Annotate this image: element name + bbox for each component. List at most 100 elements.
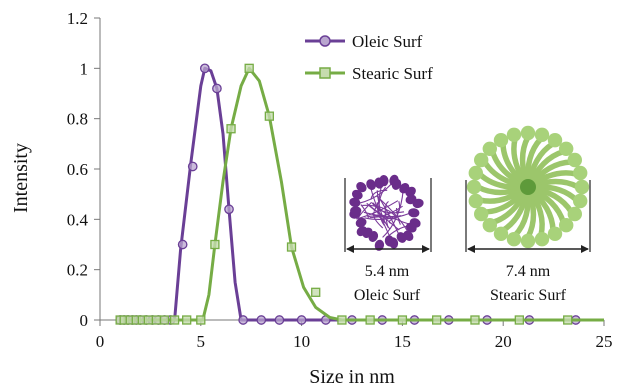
oleic-tail — [360, 204, 370, 219]
legend-marker-oleic — [319, 35, 331, 47]
oleic-head — [349, 197, 361, 208]
series-line-oleic — [120, 66, 604, 322]
y-tick-label: 0 — [80, 311, 89, 330]
data-point-stearic — [210, 239, 220, 250]
oleic-head — [356, 226, 368, 237]
stearic-head — [474, 152, 489, 168]
y-tick-label: 0.2 — [67, 261, 88, 280]
stearic-head — [468, 165, 483, 181]
stearic-head — [559, 218, 574, 233]
oleic-tail — [378, 187, 385, 226]
stearic-head — [482, 141, 497, 156]
oleic-tail — [374, 214, 402, 218]
data-point-stearic — [169, 315, 180, 325]
data-point-stearic — [143, 315, 154, 325]
stearic-core — [520, 179, 536, 195]
legend-label-stearic: Stearic Surf — [352, 64, 433, 83]
stearic-head — [468, 193, 483, 209]
data-point-stearic — [286, 242, 297, 252]
stearic-head — [493, 226, 509, 241]
stearic-head — [493, 133, 509, 148]
data-point-stearic — [151, 315, 162, 325]
oleic-head — [351, 189, 363, 200]
data-point-stearic — [337, 315, 347, 325]
oleic-tail — [395, 201, 401, 214]
y-tick-label: 1.2 — [67, 9, 88, 28]
legend-entry-oleic: Oleic Surf — [305, 32, 423, 51]
x-axis-title: Size in nm — [309, 366, 395, 387]
data-point-stearic — [226, 124, 236, 134]
oleic-micelle-illustration — [349, 174, 424, 251]
oleic-tail — [384, 200, 389, 228]
oleic-head — [355, 217, 367, 228]
stearic-name-label: Stearic Surf — [490, 287, 567, 304]
oleic-tail — [362, 204, 396, 217]
stearic-size-label: 7.4 nm — [506, 263, 551, 280]
legend: Oleic Surf Stearic Surf — [305, 32, 433, 83]
oleic-head — [391, 178, 402, 190]
oleic-tail — [388, 216, 397, 224]
x-tick-label: 20 — [495, 332, 512, 351]
data-point-stearic — [196, 315, 206, 325]
oleic-head — [405, 222, 417, 233]
data-point-stearic — [470, 315, 480, 325]
oleic-head — [384, 235, 395, 247]
stearic-head — [573, 193, 588, 209]
oleic-name-label: Oleic Surf — [354, 287, 421, 304]
oleic-dimension: 5.4 nm Oleic Surf — [344, 178, 432, 304]
x-tick-label: 5 — [197, 332, 206, 351]
data-point-oleic — [177, 239, 188, 250]
oleic-tail — [356, 200, 399, 220]
oleic-tail — [376, 202, 379, 217]
stearic-head — [547, 133, 563, 148]
data-point-stearic — [432, 315, 442, 325]
data-point-stearic — [311, 287, 321, 297]
y-axis-title: Intensity — [10, 143, 32, 213]
oleic-head — [356, 181, 367, 193]
data-point-stearic — [182, 315, 192, 325]
stearic-head — [506, 232, 522, 247]
oleic-tail — [371, 202, 405, 214]
stearic-head — [520, 233, 536, 249]
oleic-tail — [364, 211, 413, 220]
legend-entry-stearic: Stearic Surf — [305, 64, 433, 83]
stearic-head — [534, 127, 550, 142]
stearic-head — [547, 226, 563, 241]
oleic-heads — [349, 174, 424, 251]
oleic-head — [379, 175, 389, 187]
stearic-head — [506, 127, 522, 142]
y-tick-label: 0.6 — [67, 160, 88, 179]
stearic-head — [559, 141, 574, 156]
data-point-stearic — [514, 315, 524, 325]
oleic-head — [412, 198, 424, 209]
stearic-head — [567, 152, 582, 168]
oleic-head — [405, 186, 416, 197]
stearic-head — [574, 179, 590, 195]
stearic-dimension: 7.4 nm Stearic Surf — [465, 180, 591, 304]
y-axis: 0 0.2 0.4 0.6 0.8 1 1.2 — [67, 9, 101, 330]
data-point-oleic — [274, 315, 285, 325]
oleic-tail — [376, 195, 408, 232]
oleic-tail — [359, 181, 394, 204]
x-tick-label: 25 — [596, 332, 613, 351]
oleic-head — [366, 179, 376, 190]
y-tick-label: 0.8 — [67, 110, 88, 129]
data-point-oleic — [296, 315, 307, 325]
stearic-head — [466, 179, 482, 195]
data-point-stearic — [264, 111, 274, 121]
oleic-size-label: 5.4 nm — [365, 263, 410, 280]
data-point-stearic — [397, 315, 408, 325]
oleic-head — [408, 208, 420, 218]
stearic-heads — [466, 125, 590, 249]
series-line-stearic — [120, 66, 604, 322]
x-tick-label: 0 — [96, 332, 105, 351]
stearic-head — [474, 206, 489, 222]
stearic-head — [534, 232, 550, 247]
legend-label-oleic: Oleic Surf — [352, 32, 423, 51]
stearic-head — [567, 206, 582, 222]
series-layer — [115, 63, 604, 325]
data-point-oleic — [187, 161, 198, 172]
data-point-oleic — [199, 63, 210, 74]
y-tick-label: 0.4 — [67, 210, 89, 229]
